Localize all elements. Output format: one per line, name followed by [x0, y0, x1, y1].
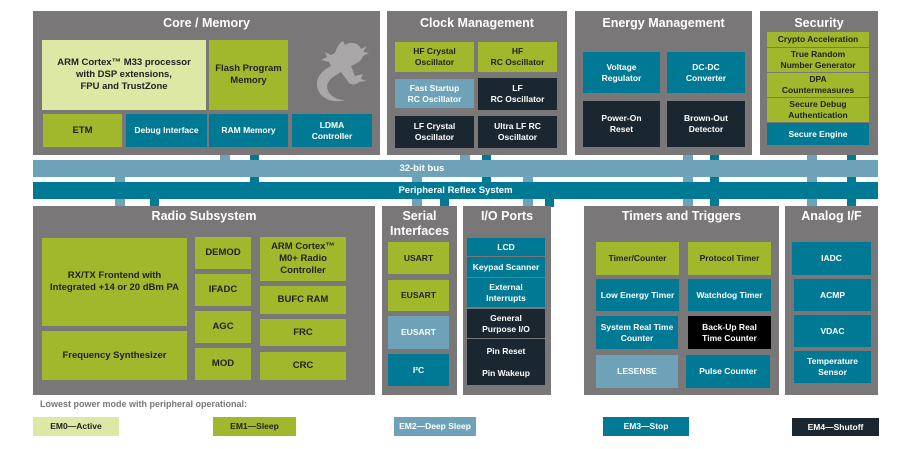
etm-block: ETM: [43, 114, 122, 147]
lf-crystal-block: LF Crystal Oscillator: [395, 116, 474, 148]
panel-analog-if: Analog I/F IADC ACMP VDAC Temperature Se…: [785, 206, 878, 395]
mod-block: MOD: [195, 348, 251, 380]
panel-title: Radio Subsystem: [151, 209, 257, 223]
lf-rc-block: LF RC Oscillator: [478, 78, 557, 110]
panel-title: Clock Management: [420, 16, 534, 30]
panel-core-memory: Core / Memory ARM Cortex™ M33 processor …: [33, 11, 380, 155]
hf-rc-block: HF RC Oscillator: [478, 42, 557, 72]
gpio-block: General Purpose I/O: [467, 309, 545, 338]
connector: [545, 198, 554, 207]
connector: [683, 155, 693, 161]
connector: [220, 155, 230, 161]
arm-m0-radio-controller-block: ARM Cortex™ M0+ Radio Controller: [260, 237, 346, 281]
system-rtc-block: System Real Time Counter: [596, 316, 678, 349]
arm-m33-block: ARM Cortex™ M33 processor with DSP exten…: [42, 40, 206, 110]
legend-em2: EM2—Deep Sleep: [394, 417, 476, 436]
panel-timers-triggers: Timers and Triggers Timer/Counter Protoc…: [584, 206, 779, 395]
connector: [150, 198, 159, 207]
iadc-block: IADC: [792, 242, 871, 275]
legend-em4: EM4—Shutoff: [792, 418, 879, 436]
ldma-block: LDMA Controller: [292, 114, 372, 147]
usart-block: USART: [388, 242, 449, 274]
panel-title: Security: [794, 16, 844, 30]
keypad-scanner-block: Keypad Scanner: [467, 257, 545, 277]
connector: [847, 198, 856, 207]
crc-block: CRC: [260, 352, 346, 380]
panel-title: Serial Interfaces: [389, 209, 450, 238]
connector: [460, 155, 470, 161]
connector: [710, 198, 719, 207]
connector: [440, 198, 449, 207]
gecko-icon: [317, 41, 369, 102]
lcd-block: LCD: [467, 238, 545, 256]
peripheral-reflex-system: Peripheral Reflex System: [33, 182, 878, 199]
temperature-sensor-block: Temperature Sensor: [794, 351, 871, 383]
bus-32bit: 32-bit bus: [33, 160, 878, 177]
dc-dc-block: DC-DC Converter: [667, 52, 745, 93]
demod-block: DEMOD: [195, 237, 251, 269]
vdac-block: VDAC: [794, 315, 871, 347]
voltage-regulator-block: Voltage Regulator: [583, 52, 660, 93]
hf-crystal-block: HF Crystal Oscillator: [395, 42, 474, 72]
fast-startup-rc-block: Fast Startup RC Oscillator: [395, 79, 474, 108]
i2c-block: I²C: [388, 354, 449, 386]
panel-title: I/O Ports: [480, 209, 534, 223]
agc-block: AGC: [195, 311, 251, 343]
bus-32bit-label: 32-bit bus: [399, 163, 445, 174]
legend-em3: EM3—Stop: [603, 417, 689, 436]
protocol-timer-block: Protocol Timer: [688, 242, 771, 275]
frc-block: FRC: [260, 319, 346, 346]
timer-counter-block: Timer/Counter: [596, 242, 679, 275]
legend-caption: Lowest power mode with peripheral operat…: [40, 399, 248, 409]
legend-em1: EM1—Sleep: [213, 417, 296, 436]
panel-title: Analog I/F: [801, 209, 862, 223]
flash-block: Flash Program Memory: [209, 40, 288, 110]
frequency-synthesizer-block: Frequency Synthesizer: [42, 331, 187, 380]
ram-memory-block: RAM Memory: [209, 114, 288, 147]
acmp-block: ACMP: [794, 279, 871, 311]
lesense-block: LESENSE: [596, 355, 678, 388]
prs-label: Peripheral Reflex System: [398, 185, 513, 196]
panel-serial-interfaces: Serial Interfaces USART EUSART EUSART I²…: [382, 206, 457, 395]
trng-block: True Random Number Generator: [767, 48, 869, 72]
brown-out-block: Brown-Out Detector: [667, 101, 745, 147]
ultra-lf-rc-block: Ultra LF RC Oscillator: [478, 116, 557, 148]
external-interrupts-block: External Interrupts: [467, 278, 545, 307]
connector: [807, 155, 817, 161]
panel-io-ports: I/O Ports LCD Keypad Scanner External In…: [463, 206, 551, 395]
eusart-em2-block: EUSART: [388, 316, 449, 349]
dpa-block: DPA Countermeasures: [767, 73, 869, 97]
legend-em0: EM0—Active: [33, 417, 119, 436]
backup-rtc-block: Back-Up Real Time Counter: [688, 316, 771, 349]
secure-engine-block: Secure Engine: [767, 123, 869, 145]
panel-radio-subsystem: Radio Subsystem RX/TX Frontend with Inte…: [33, 206, 375, 395]
secure-debug-block: Secure Debug Authentication: [767, 98, 869, 122]
eusart-block: EUSART: [388, 280, 449, 311]
panel-title: Core / Memory: [163, 16, 250, 30]
pin-reset-wakeup-block: Pin Reset Pin Wakeup: [467, 339, 545, 385]
ifadc-block: IFADC: [195, 274, 251, 306]
rx-tx-frontend-block: RX/TX Frontend with Integrated +14 or 20…: [42, 238, 187, 326]
debug-interface-block: Debug Interface: [126, 114, 207, 147]
panel-title: Energy Management: [602, 16, 725, 30]
bufc-ram-block: BUFC RAM: [260, 286, 346, 314]
panel-clock-management: Clock Management HF Crystal Oscillator H…: [387, 11, 567, 155]
watchdog-timer-block: Watchdog Timer: [688, 279, 771, 311]
low-energy-timer-block: Low Energy Timer: [596, 279, 679, 311]
crypto-block: Crypto Acceleration: [767, 32, 869, 47]
power-on-reset-block: Power-On Reset: [583, 101, 660, 147]
panel-security: Security Crypto Acceleration True Random…: [760, 11, 878, 155]
pulse-counter-block: Pulse Counter: [686, 355, 770, 388]
panel-energy-management: Energy Management Voltage Regulator DC-D…: [575, 11, 752, 155]
panel-title: Timers and Triggers: [621, 209, 742, 223]
